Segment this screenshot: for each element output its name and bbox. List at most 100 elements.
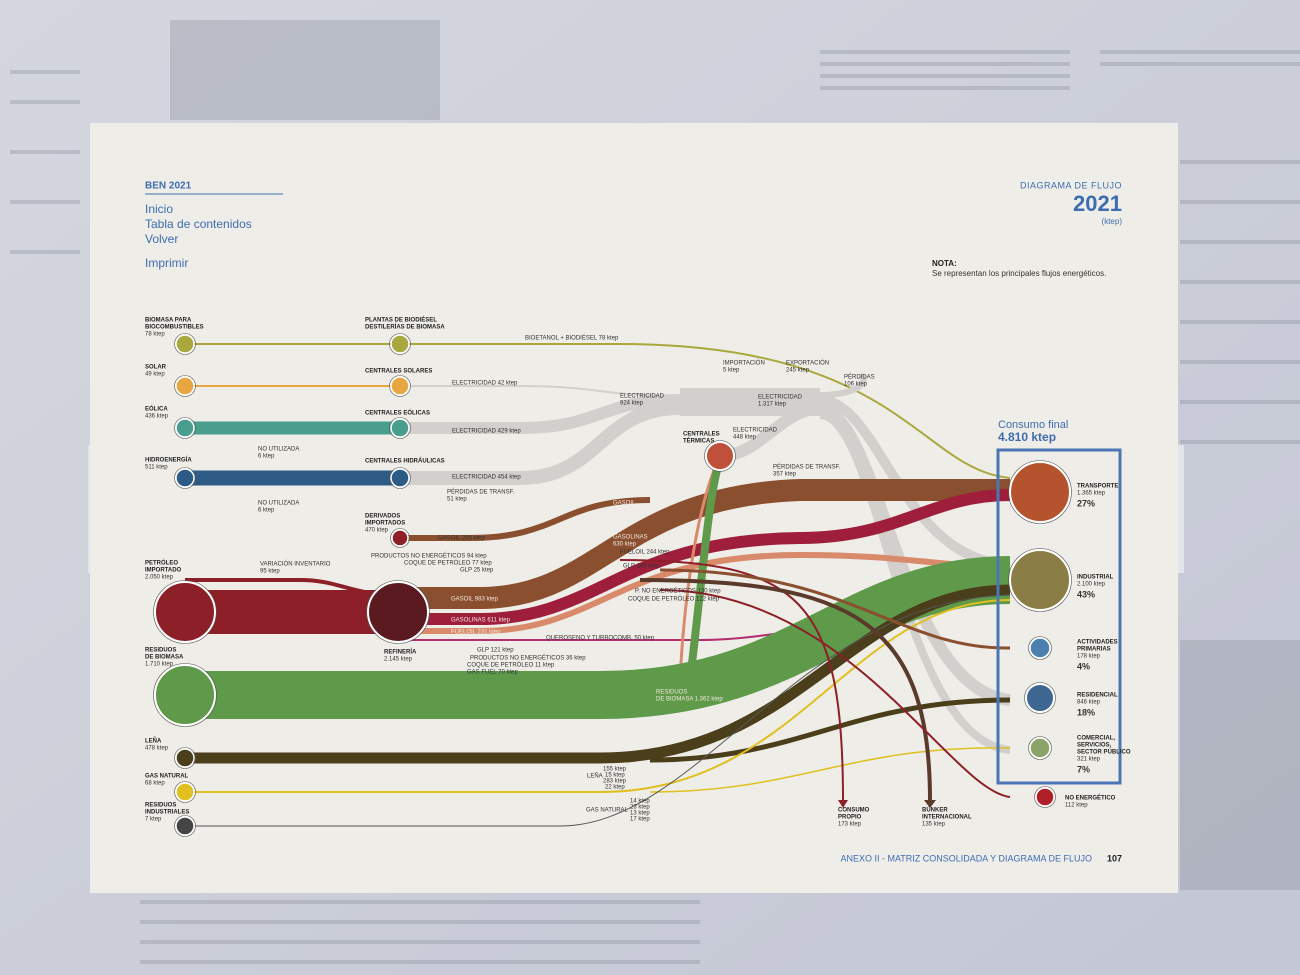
nav-link[interactable]: Tabla de contenidos <box>145 217 252 231</box>
flow-value: 95 ktep <box>260 569 280 575</box>
flow-label: FUELOIL 244 ktep <box>620 550 670 556</box>
node-icon-ring <box>704 440 736 472</box>
node-icon-ring <box>174 815 196 837</box>
flow-label: PÉRDIDAS DE TRANSF. <box>447 489 515 496</box>
sidebar-title: BEN 2021 <box>145 181 192 192</box>
sector-name: ACTIVIDADES <box>1077 640 1118 646</box>
source-name: RESIDUOS <box>145 803 176 809</box>
source-name: EÓLICA <box>145 405 168 413</box>
plant-name: TÉRMICAS <box>683 437 714 445</box>
node-icon <box>1009 549 1071 611</box>
flow-label: RESIDUOS <box>656 690 687 696</box>
source-value: 478 ktep <box>145 746 169 752</box>
node-icon-ring <box>1028 636 1052 660</box>
final-consumption-box <box>996 448 1122 785</box>
note-title: NOTA: <box>932 259 957 268</box>
nav-link[interactable]: Imprimir <box>145 256 188 270</box>
node-icon <box>1029 637 1051 659</box>
sector-value: 2.100 ktep <box>1077 582 1106 588</box>
flow-label: COQUE DE PETRÓLEO 122 ktep <box>628 596 720 603</box>
node-icon <box>175 748 195 768</box>
plant-name: CENTRALES SOLARES <box>365 369 432 375</box>
flow-label: ELECTRICIDAD <box>620 394 665 400</box>
flow-label: GASOLINAS <box>613 535 648 541</box>
flow-label: GASOLINAS 611 ktep <box>451 618 511 624</box>
node-icon <box>390 418 410 438</box>
sector-name: SERVICIOS, <box>1077 743 1112 749</box>
node-icon <box>1025 683 1055 713</box>
use-name: NO ENERGÉTICO <box>1065 794 1116 802</box>
use-value: 112 ktep <box>1065 803 1088 809</box>
node-icon <box>175 418 195 438</box>
source-value: 1.710 ktep <box>145 662 174 668</box>
sector-value: 846 ktep <box>1077 700 1101 706</box>
node-icon <box>390 468 410 488</box>
page-number: 107 <box>1107 853 1122 863</box>
node-icon-ring <box>366 580 430 644</box>
node-icon-ring <box>389 375 411 397</box>
sector-name: RESIDENCIAL <box>1077 693 1118 699</box>
flow-value: DE BIOMASA 1.362 ktep <box>656 697 723 703</box>
flow-label: PÉRDIDAS <box>844 374 875 381</box>
flow-label: VARIACIÓN INVENTARIO <box>260 561 331 568</box>
source-name: IMPORTADO <box>145 568 182 574</box>
node-icon <box>705 441 735 471</box>
use-name: BÚNKER <box>922 807 948 814</box>
flow-label: PRODUCTOS NO ENERGÉTICOS 36 ktep <box>470 655 586 662</box>
node-icon-ring <box>174 747 196 769</box>
sector-value: 321 ktep <box>1077 757 1101 763</box>
node-icon <box>1035 787 1055 807</box>
flow-label: ELECTRICIDAD 42 ktep <box>452 381 518 387</box>
flow-label: P. NO ENERGÉTICOS 130 ktep <box>635 588 721 595</box>
nav-link[interactable]: Inicio <box>145 202 173 216</box>
node-icon <box>1009 461 1071 523</box>
sector-share: 18% <box>1077 707 1095 717</box>
source-name: BIOMASA PARA <box>145 318 192 324</box>
flow-label: 17 ktep <box>630 817 650 823</box>
sector-share: 7% <box>1077 764 1090 774</box>
plant-name: PLANTAS DE BIODIÉSEL <box>365 316 437 324</box>
flow-label: GASOIL <box>613 501 636 507</box>
diagram-unit: (ktep) <box>1102 217 1123 226</box>
sector-value: 1.365 ktep <box>1077 491 1106 497</box>
plant-name: CENTRALES <box>683 432 720 438</box>
flow-label: GAS FUEL 70 ktep <box>467 670 518 676</box>
plant-name: CENTRALES HIDRÁULICAS <box>365 458 445 465</box>
node-icon-ring <box>1008 548 1072 612</box>
source-value: 49 ktep <box>145 372 165 378</box>
node-icon-ring <box>1028 736 1052 760</box>
node-icon <box>390 376 410 396</box>
nav-link[interactable]: Volver <box>145 232 178 246</box>
use-name: CONSUMO <box>838 808 870 814</box>
source-name: BIOCOMBUSTIBLES <box>145 325 204 331</box>
final-value: 4.810 ktep <box>998 430 1056 444</box>
node-icon-ring <box>389 417 411 439</box>
source-name: DE BIOMASA <box>145 655 184 661</box>
flow-label: ELECTRICIDAD <box>733 428 778 434</box>
flow-value: 6 ktep <box>258 454 275 460</box>
flow-value: 448 ktep <box>733 435 757 441</box>
icons <box>153 333 1072 837</box>
node-icon <box>390 334 410 354</box>
source-value: 511 ktep <box>145 465 168 471</box>
node-icon-ring <box>153 663 217 727</box>
flow-label: ELECTRICIDAD 429 ktep <box>452 429 521 435</box>
plant-name: DERIVADOS <box>365 514 400 520</box>
source-value: 78 ktep <box>145 332 165 338</box>
flow-label: NO UTILIZADA <box>258 447 299 453</box>
flow-label: COQUE DE PETRÓLEO 77 ktep <box>404 560 492 567</box>
source-value: 436 ktep <box>145 414 169 420</box>
flow-label: 13 ktep <box>630 811 650 817</box>
flow-label: IMPORTACIÓN <box>723 360 765 367</box>
source-name: LEÑA <box>145 738 162 745</box>
plant-value: 2.145 ktep <box>384 657 413 663</box>
flow-label: 283 ktep <box>603 779 627 785</box>
final-title: Consumo final <box>998 419 1068 431</box>
flow-label: PÉRDIDAS DE TRANSF. <box>773 464 841 471</box>
flow-value: 106 ktep <box>844 382 868 388</box>
source-name: SOLAR <box>145 365 167 371</box>
flow-label: GLP 146 ktep <box>623 564 660 570</box>
flow-label: GASOIL 295 ktep <box>438 536 485 542</box>
